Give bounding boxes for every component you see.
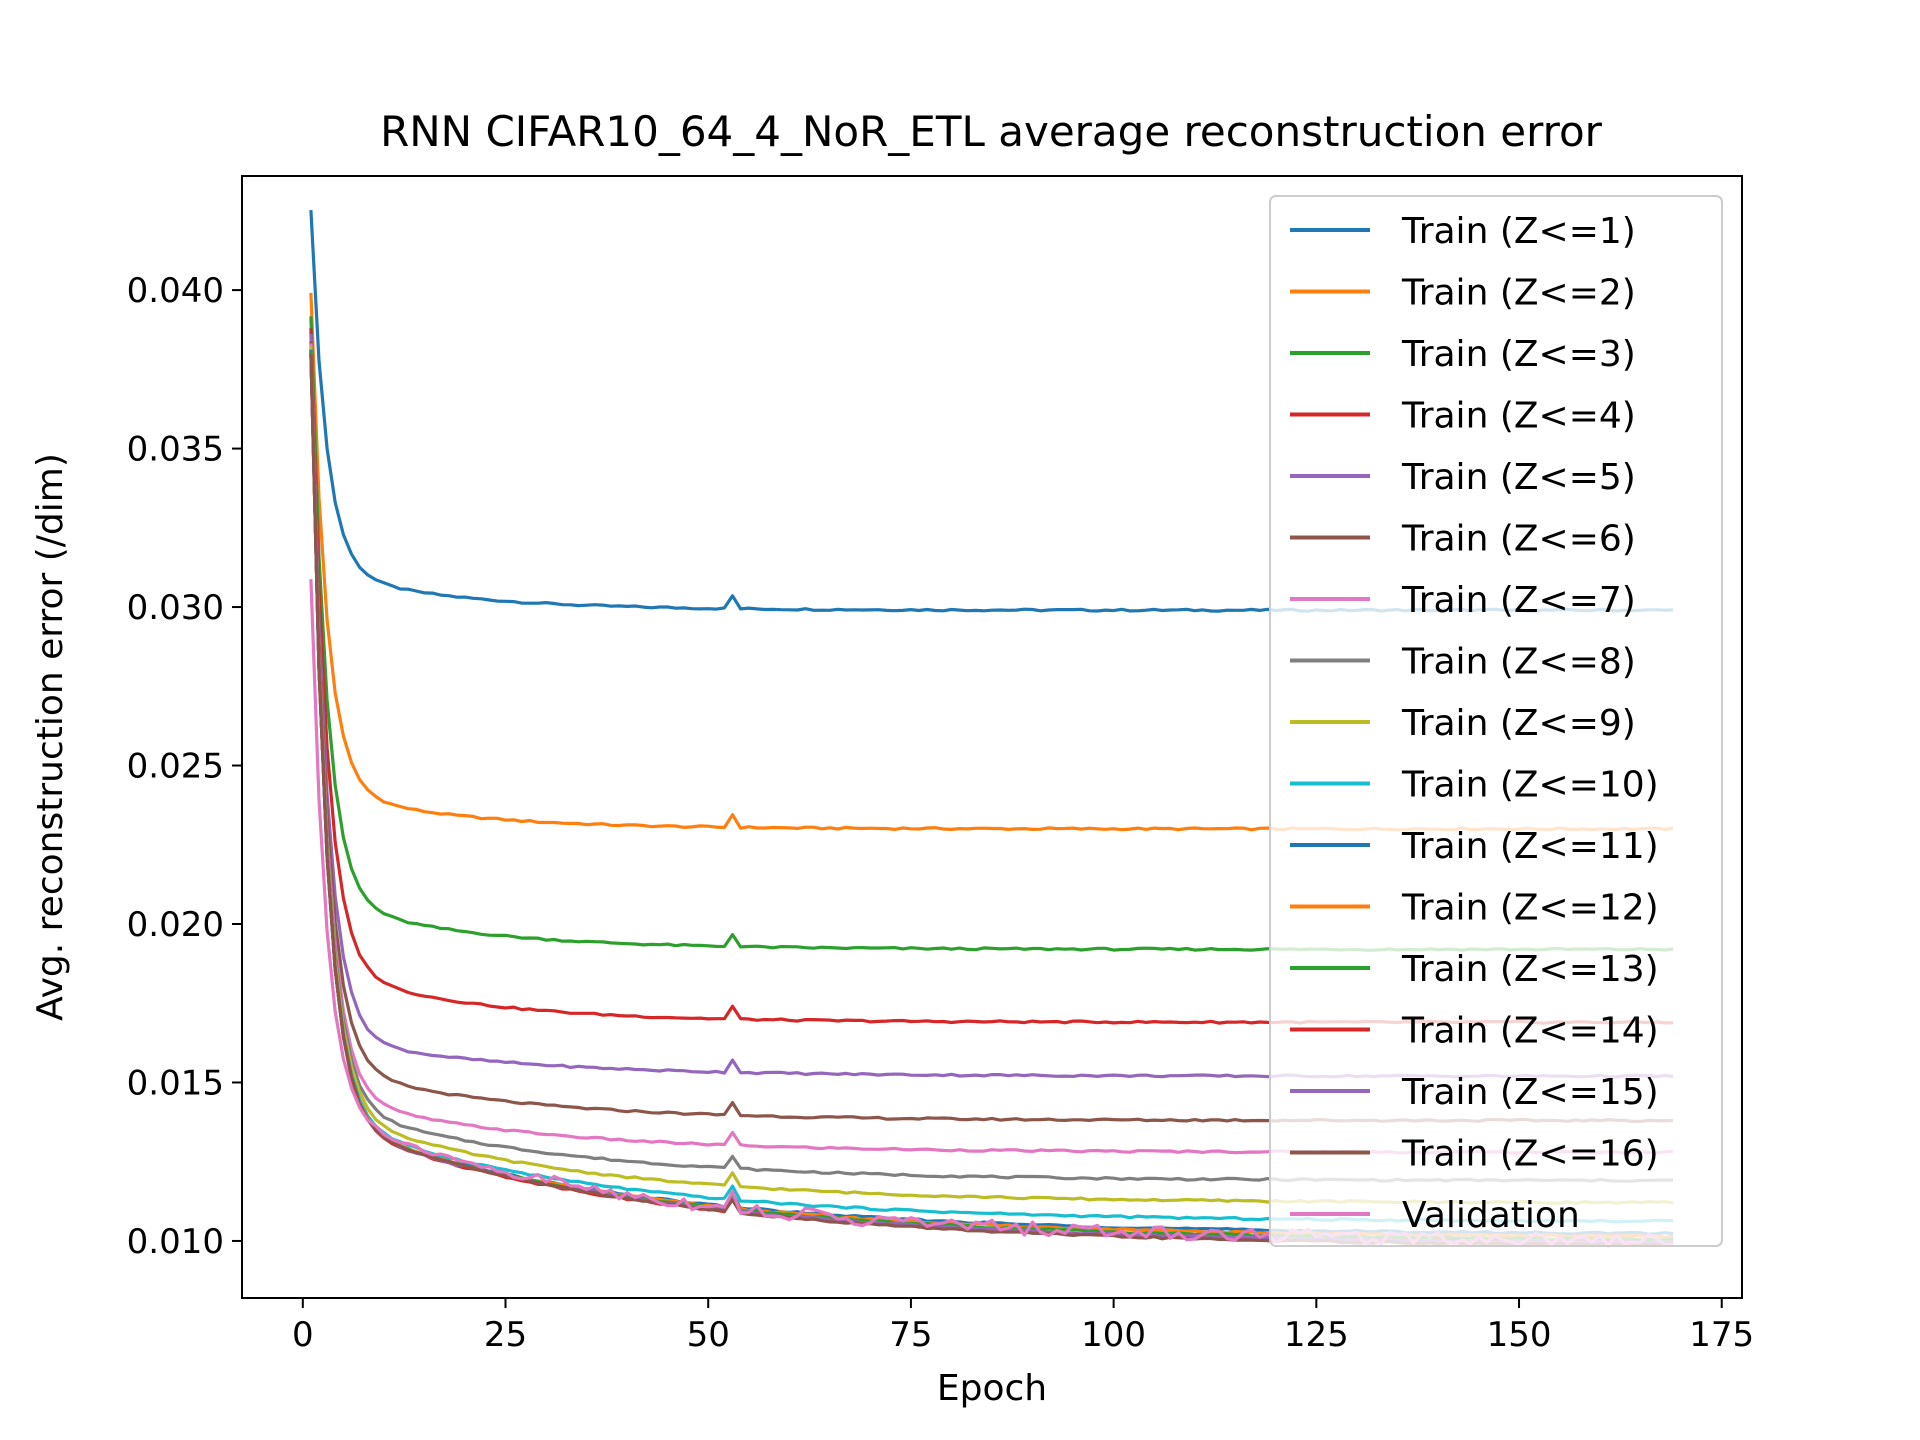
legend-entry: Train (Z<=9): [1401, 703, 1636, 744]
x-tick-label: 100: [1081, 1315, 1146, 1355]
legend-entry: Train (Z<=14): [1401, 1011, 1659, 1052]
legend-entry: Train (Z<=4): [1401, 396, 1636, 437]
legend-box: [1269, 195, 1723, 1247]
x-tick-label: 125: [1284, 1315, 1349, 1355]
legend: Train (Z<=1) Train (Z<=2) Train (Z<=3) Trai…: [1269, 195, 1723, 1247]
legend-entry: Train (Z<=7): [1401, 580, 1636, 621]
legend-entry: Train (Z<=10): [1401, 765, 1659, 806]
y-tick-label: 0.030: [127, 588, 224, 628]
plot-frame: [241, 175, 1743, 1299]
x-axis-label: Epoch: [937, 1368, 1047, 1409]
x-tick-label: 50: [687, 1315, 730, 1355]
y-tick-label: 0.020: [127, 905, 224, 945]
y-tick-label: 0.025: [127, 747, 224, 787]
x-tick-label: 175: [1689, 1315, 1754, 1355]
legend-entry: Train (Z<=16): [1401, 1134, 1659, 1175]
chart-title: RNN CIFAR10_64_4_NoR_ETL average reconst…: [380, 107, 1603, 156]
x-tick-label: 150: [1487, 1315, 1552, 1355]
y-tick-label: 0.040: [127, 271, 224, 311]
x-axis: 0 25 50 75 100 125 150 175: [292, 1298, 1754, 1355]
legend-entry: Train (Z<=8): [1401, 642, 1636, 683]
y-tick-label: 0.015: [127, 1063, 224, 1103]
y-axis: 0.010 0.015 0.020 0.025 0.030 0.035 0.040: [127, 271, 242, 1262]
legend-entry: Train (Z<=15): [1401, 1072, 1659, 1113]
y-tick-label: 0.010: [127, 1222, 224, 1262]
x-tick-label: 75: [889, 1315, 932, 1355]
legend-entry: Train (Z<=11): [1401, 826, 1659, 867]
legend-entry: Train (Z<=6): [1401, 519, 1636, 560]
x-tick-label: 25: [484, 1315, 527, 1355]
legend-entry: Train (Z<=5): [1401, 457, 1636, 498]
y-axis-label: Avg. reconstruction error (/dim): [30, 453, 71, 1021]
legend-entry: Train (Z<=2): [1401, 273, 1636, 314]
legend-entry: Train (Z<=3): [1401, 334, 1636, 375]
x-tick-label: 0: [292, 1315, 314, 1355]
legend-entry: Validation: [1402, 1195, 1580, 1236]
y-tick-label: 0.035: [127, 430, 224, 470]
legend-entry: Train (Z<=12): [1401, 888, 1659, 929]
legend-entry: Train (Z<=1): [1401, 211, 1636, 252]
legend-entry: Train (Z<=13): [1401, 949, 1659, 990]
